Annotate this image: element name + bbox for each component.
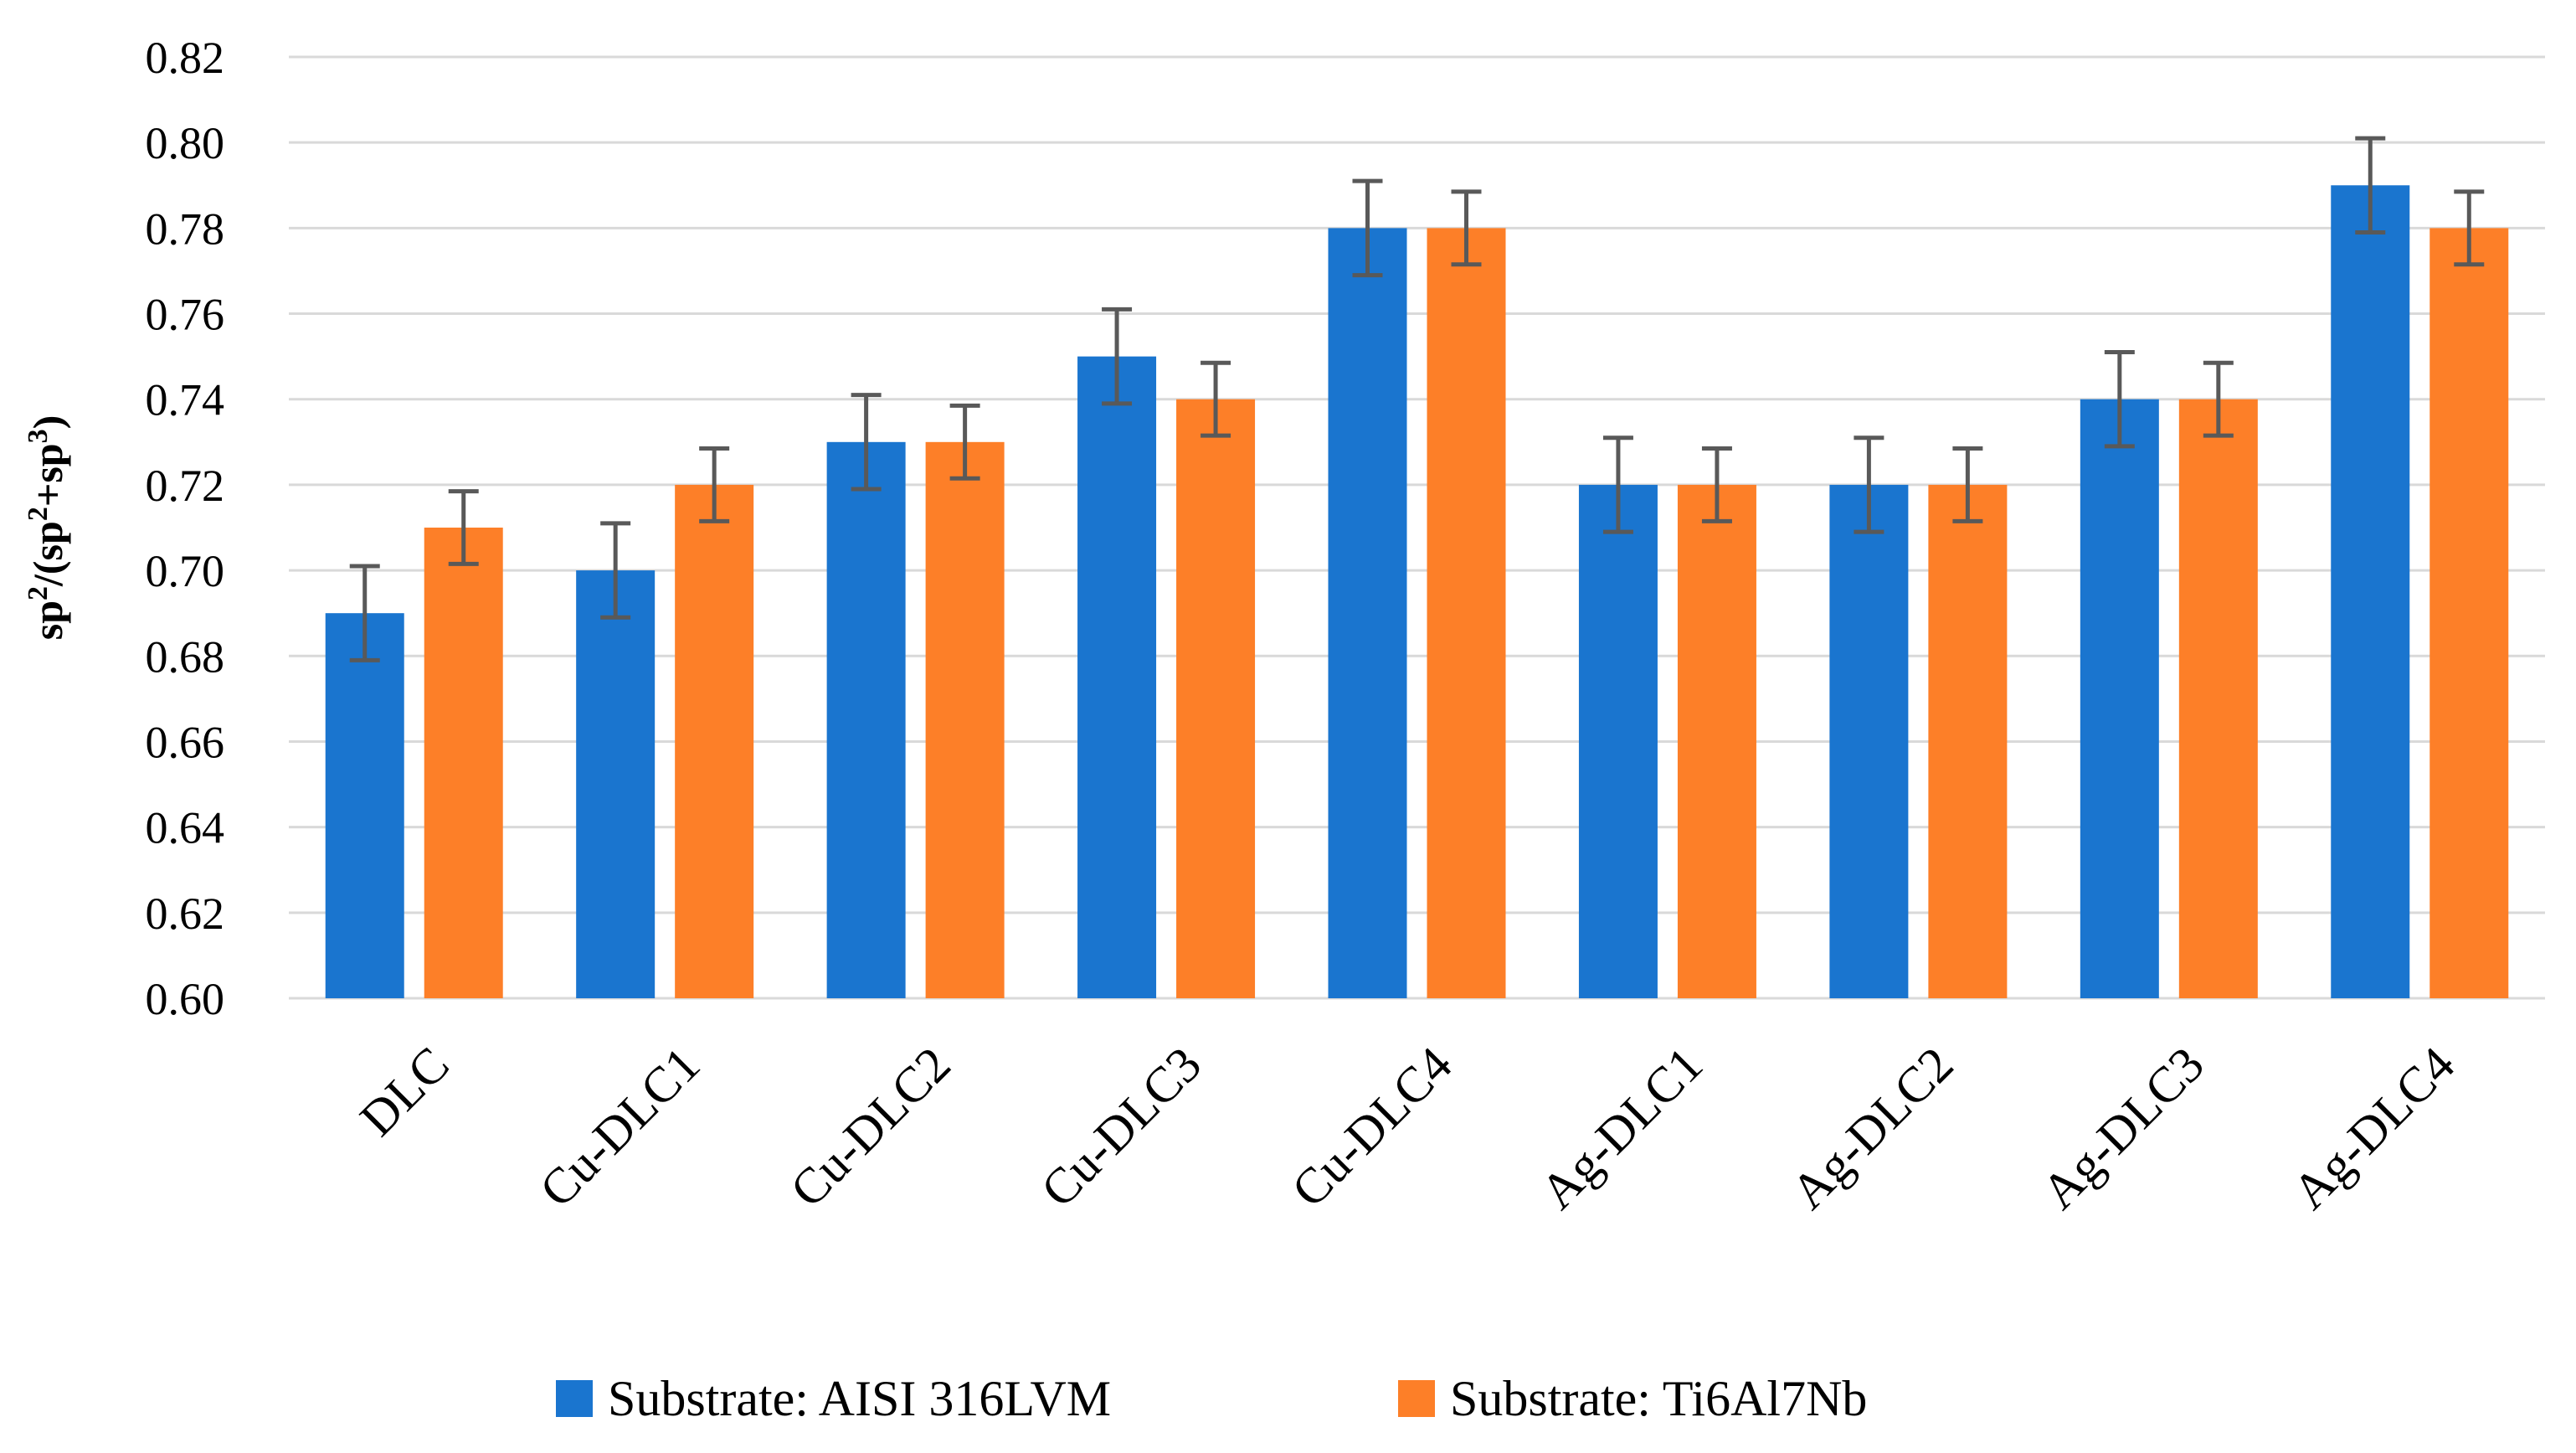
y-tick-label: 0.80 bbox=[146, 118, 225, 168]
bar-aisi-cu-dlc4 bbox=[1328, 228, 1407, 998]
y-tick-label: 0.78 bbox=[146, 204, 225, 254]
x-tick-label: Ag-DLC2 bbox=[1781, 1037, 1964, 1220]
x-tick-label: Cu-DLC4 bbox=[1281, 1037, 1462, 1218]
bar-aisi-ag-dlc2 bbox=[1829, 484, 1909, 998]
bars bbox=[325, 185, 2509, 999]
bar-ti-cu-dlc2 bbox=[925, 441, 1005, 998]
bar-aisi-cu-dlc3 bbox=[1077, 356, 1157, 998]
error-bars bbox=[349, 136, 2485, 662]
y-tick-label: 0.76 bbox=[146, 290, 225, 340]
x-axis-ticks: DLC Cu-DLC1 Cu-DLC2 Cu-DLC3 Cu-DLC4 Ag-DLC1 Ag… bbox=[349, 1037, 2465, 1220]
y-tick-label: 0.66 bbox=[146, 717, 225, 767]
bar-aisi-ag-dlc4 bbox=[2331, 185, 2410, 999]
bar-ti-ag-dlc1 bbox=[1677, 484, 1756, 998]
y-tick-label: 0.82 bbox=[146, 33, 225, 83]
y-tick-label: 0.64 bbox=[146, 803, 225, 853]
bar-aisi-ag-dlc3 bbox=[2080, 399, 2159, 998]
bar-ti-ag-dlc4 bbox=[2429, 228, 2509, 998]
legend-label-ti: Substrate: Ti6Al7Nb bbox=[1450, 1371, 1867, 1426]
y-tick-label: 0.72 bbox=[146, 461, 225, 511]
y-tick-label: 0.60 bbox=[146, 974, 225, 1024]
bar-aisi-cu-dlc1 bbox=[576, 570, 656, 998]
legend-label-aisi: Substrate: AISI 316LVM bbox=[608, 1371, 1111, 1426]
legend-swatch-aisi bbox=[556, 1380, 593, 1417]
bar-ti-cu-dlc3 bbox=[1176, 399, 1256, 998]
x-tick-label: Cu-DLC1 bbox=[529, 1037, 710, 1218]
bar-aisi-dlc bbox=[325, 613, 404, 998]
y-tick-label: 0.62 bbox=[146, 889, 225, 939]
y-axis-ticks: 0.60 0.62 0.64 0.66 0.68 0.70 0.72 0.74 0.76 0.78… bbox=[146, 33, 225, 1024]
y-tick-label: 0.70 bbox=[146, 546, 225, 596]
gridlines bbox=[289, 55, 2545, 1000]
bar-ti-cu-dlc1 bbox=[675, 484, 754, 998]
legend-swatch-ti bbox=[1398, 1380, 1435, 1417]
y-tick-label: 0.68 bbox=[146, 631, 225, 682]
bar-ti-ag-dlc2 bbox=[1928, 484, 2008, 998]
y-axis-label: sp2/(sp2+sp3) bbox=[23, 415, 71, 641]
x-tick-label: DLC bbox=[349, 1037, 460, 1147]
bar-ti-dlc bbox=[424, 528, 503, 998]
x-tick-label: Ag-DLC1 bbox=[1530, 1037, 1713, 1220]
x-tick-label: Ag-DLC4 bbox=[2282, 1037, 2465, 1220]
legend: Substrate: AISI 316LVM Substrate: Ti6Al7… bbox=[556, 1371, 1867, 1426]
bar-aisi-cu-dlc2 bbox=[826, 441, 906, 998]
y-tick-label: 0.74 bbox=[146, 375, 225, 425]
bar-ti-ag-dlc3 bbox=[2178, 399, 2258, 998]
x-tick-label: Cu-DLC2 bbox=[779, 1037, 960, 1218]
bar-ti-cu-dlc4 bbox=[1427, 228, 1506, 998]
bar-aisi-ag-dlc1 bbox=[1578, 484, 1658, 998]
x-tick-label: Ag-DLC3 bbox=[2031, 1037, 2214, 1220]
x-tick-label: Cu-DLC3 bbox=[1031, 1037, 1211, 1218]
